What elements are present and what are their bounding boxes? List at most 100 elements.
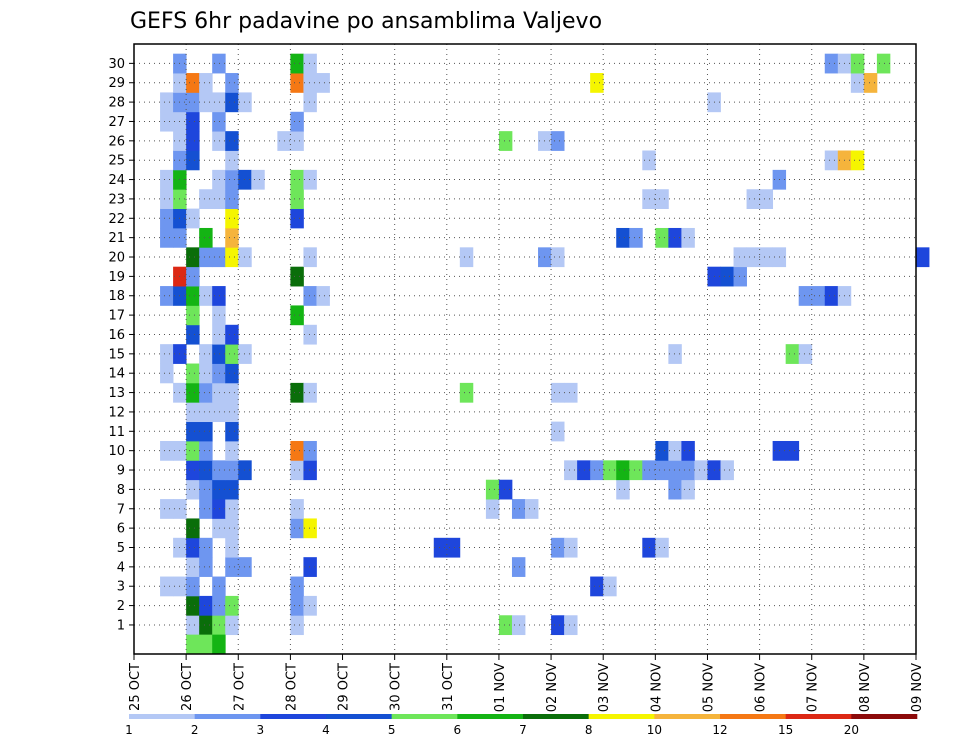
x-tick-label: 08 NOV	[858, 663, 873, 712]
cell-m14-t5	[199, 363, 213, 384]
cell-m9-t4	[186, 460, 200, 481]
cell-m21-t37	[616, 227, 630, 248]
cell-m4-t29	[511, 557, 526, 577]
cell-m8-t41	[668, 479, 682, 500]
y-tick-label: 5	[117, 541, 125, 556]
cell-m13-t7	[225, 382, 239, 403]
cell-m9-t37	[616, 460, 630, 481]
cell-m9-t41	[668, 460, 682, 481]
y-tick-label: 29	[108, 76, 125, 91]
cell-m28-t2	[160, 92, 174, 113]
cell-m20-t6	[212, 247, 226, 268]
cell-m20-t5	[199, 247, 213, 268]
cell-m24-t12	[290, 169, 304, 190]
colorbar-label: 4	[322, 723, 330, 737]
cell-m13-t12	[290, 382, 304, 403]
cell-m23-t12	[290, 189, 304, 210]
y-tick-label: 16	[108, 328, 125, 343]
y-tick-label: 28	[108, 96, 125, 111]
y-tick-label: 18	[108, 289, 125, 304]
cell-m9-t6	[212, 460, 226, 481]
cell-m26-t7	[225, 131, 239, 151]
cell-m29-t55	[850, 73, 865, 93]
x-tick-label: 02 NOV	[545, 663, 560, 712]
cell-m9-t42	[681, 460, 695, 481]
cell-m20-t60	[916, 247, 930, 268]
cell-m27-t6	[212, 111, 226, 132]
cell-m10-t40	[655, 440, 669, 461]
cell-m30-t53	[824, 53, 839, 74]
cell-m20-t4	[186, 247, 200, 268]
cell-m9-t33	[564, 460, 578, 481]
y-tick-label: 7	[117, 502, 125, 517]
cell-m21-t40	[655, 227, 669, 248]
cell-m16-t13	[303, 324, 317, 345]
cell-m5-t33	[564, 537, 578, 558]
cell-m6-t13	[303, 518, 317, 539]
cell-m23-t2	[160, 189, 174, 210]
x-tick-label: 01 NOV	[493, 663, 508, 712]
cell-m7-t12	[290, 499, 304, 519]
cell-m5-t7	[225, 537, 239, 558]
cell-m5-t32	[551, 537, 565, 558]
cell-m14-t6	[212, 363, 226, 384]
cell-m2-t6	[212, 595, 226, 616]
cell-m14-t7	[225, 363, 239, 384]
colorbar-label: 3	[257, 723, 265, 737]
cell-m3-t6	[212, 576, 226, 597]
cell-m25-t55	[850, 150, 865, 171]
cell-m30-t55	[850, 53, 865, 74]
cell-m15-t5	[199, 344, 213, 364]
cell-m9-t12	[290, 460, 304, 481]
colorbar-label: 2	[191, 723, 199, 737]
cell-m3-t2	[160, 576, 174, 597]
colorbar-label: 6	[454, 723, 462, 737]
cell-m6-t12	[290, 518, 304, 539]
cell-m23-t7	[225, 189, 239, 210]
colorbar-swatch	[457, 714, 524, 719]
cell-m2-t12	[290, 595, 304, 616]
cell-m20-t32	[551, 247, 565, 268]
colorbar-swatch	[785, 714, 852, 719]
y-tick-label: 21	[108, 231, 125, 246]
cell-m21-t41	[668, 227, 682, 248]
colorbar-label: 12	[712, 723, 727, 737]
cell-m9-t7	[225, 460, 239, 481]
cell-m18-t6	[212, 286, 226, 306]
colorbar-label: 7	[519, 723, 527, 737]
cell-m20-t25	[459, 247, 474, 268]
colorbar-swatch	[654, 714, 721, 719]
cell-m19-t4	[186, 266, 200, 287]
x-tick-label: 03 NOV	[597, 663, 612, 712]
cell-m22-t7	[225, 208, 239, 229]
cell-m5-t24	[446, 537, 461, 558]
cell-m19-t45	[720, 266, 734, 287]
plot-frame	[133, 43, 917, 655]
cell-m29-t5	[199, 73, 213, 93]
cell-m7-t27	[485, 499, 500, 519]
colorbar-label: 20	[844, 723, 859, 737]
cell-m6-t4	[186, 518, 200, 539]
cell-m26-t32	[551, 131, 565, 151]
cell-m9-t13	[303, 460, 317, 481]
colorbar-swatch	[588, 714, 655, 719]
y-tick-label: 25	[108, 154, 125, 169]
cell-m21-t7	[225, 227, 239, 248]
cell-m22-t4	[186, 208, 200, 229]
cell-m8-t6	[212, 479, 226, 500]
cell-m28-t6	[212, 92, 226, 113]
y-tick-label: 13	[108, 386, 125, 401]
y-tick-label: 4	[117, 560, 125, 575]
cell-m28-t4	[186, 92, 200, 113]
cell-m7-t30	[525, 499, 539, 519]
cell-m27-t4	[186, 111, 200, 132]
cell-m7-t2	[160, 499, 174, 519]
cell-m1-t4	[186, 615, 200, 636]
cell-m13-t6	[212, 382, 226, 403]
x-tick-label: 25 OCT	[128, 663, 143, 711]
cell-m16-t4	[186, 324, 200, 345]
cell-m13-t5	[199, 382, 213, 403]
y-tick-label: 15	[108, 347, 125, 362]
cell-m16-t7	[225, 324, 239, 345]
